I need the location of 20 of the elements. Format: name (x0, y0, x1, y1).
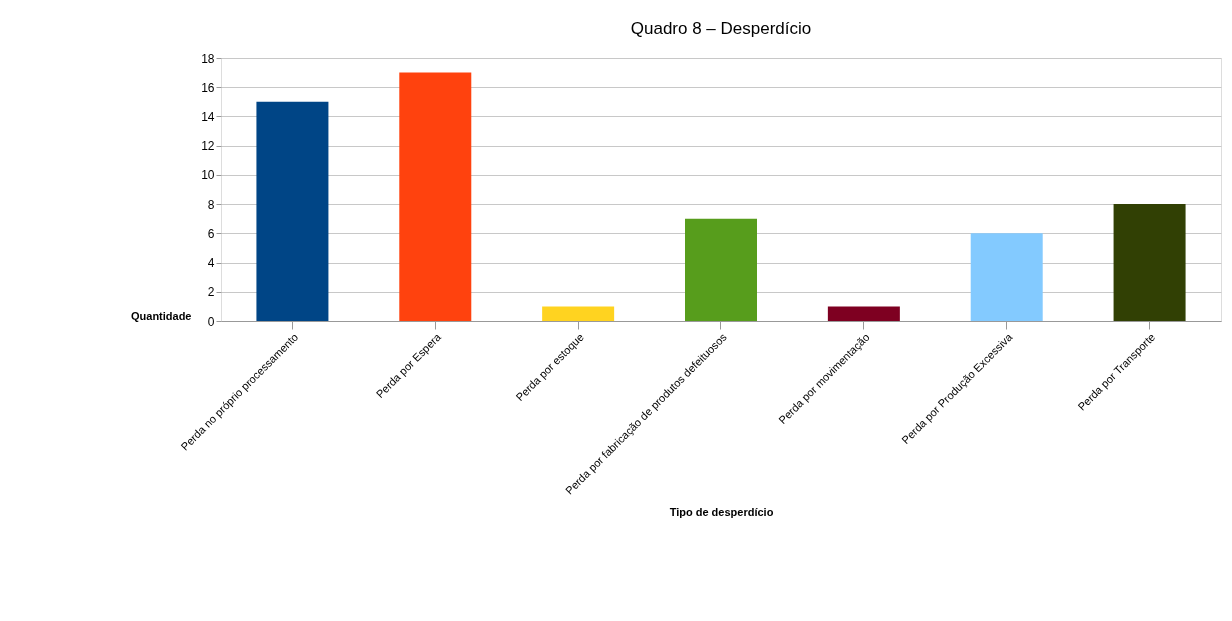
bar (970, 233, 1043, 321)
y-tick-label: 16 (201, 80, 215, 95)
bar (685, 218, 757, 321)
y-tick-label: 4 (207, 256, 215, 271)
bar (399, 72, 472, 321)
bar (1113, 204, 1186, 321)
x-axis-title: Tipo de desperdício (669, 505, 774, 518)
y-tick-label: 14 (201, 109, 215, 124)
chart-title: Quadro 8 – Desperdício (630, 19, 812, 38)
y-tick-label: 8 (207, 197, 215, 212)
y-tick-label: 2 (207, 285, 215, 300)
y-tick-label: 6 (207, 226, 215, 241)
y-axis-title: Quantidade (130, 309, 192, 322)
bar (256, 101, 329, 321)
bar (542, 306, 615, 321)
y-tick-label: 0 (207, 314, 215, 329)
y-tick-label: 10 (201, 168, 215, 183)
y-tick-label: 18 (201, 51, 215, 66)
bar (827, 306, 900, 321)
y-tick-label: 12 (201, 139, 215, 154)
